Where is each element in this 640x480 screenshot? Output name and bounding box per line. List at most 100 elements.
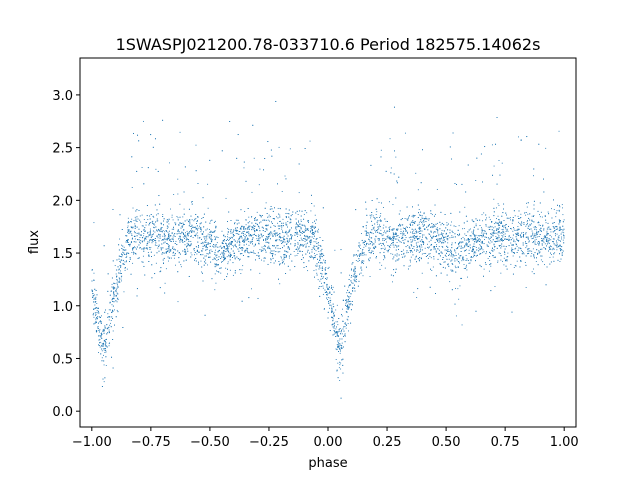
data-point (541, 231, 542, 232)
data-point (430, 268, 431, 270)
data-point (376, 217, 378, 218)
data-point (336, 344, 338, 345)
data-point (533, 234, 535, 236)
data-point (239, 244, 241, 246)
data-point (556, 246, 558, 248)
data-point (96, 318, 98, 320)
data-point (386, 236, 388, 238)
data-point (441, 246, 443, 247)
data-point (382, 238, 384, 240)
data-point (544, 215, 546, 217)
data-point (281, 222, 283, 224)
data-point (520, 217, 522, 218)
data-point (418, 221, 420, 223)
data-point (302, 245, 304, 247)
data-point (384, 255, 385, 257)
data-point (258, 236, 260, 238)
data-point (350, 280, 352, 282)
data-point (206, 255, 207, 257)
data-point (262, 248, 264, 250)
data-point (109, 294, 111, 296)
data-point (380, 149, 382, 151)
data-point (127, 239, 129, 241)
data-point (383, 259, 385, 261)
data-point (250, 234, 252, 236)
data-point (332, 286, 334, 288)
data-point (153, 254, 155, 256)
data-point (451, 158, 453, 160)
data-point (122, 263, 124, 265)
data-point (201, 250, 203, 252)
data-point (174, 254, 176, 256)
data-point (559, 261, 561, 262)
data-point (372, 250, 374, 252)
data-point (296, 222, 297, 224)
data-point (537, 222, 539, 224)
data-point (450, 255, 452, 257)
data-point (373, 217, 375, 218)
data-point (126, 235, 128, 237)
data-point (213, 231, 215, 233)
data-point (425, 237, 427, 239)
data-point (433, 256, 435, 258)
data-point (411, 232, 413, 234)
data-point (530, 223, 532, 225)
data-point (179, 131, 181, 133)
data-point (130, 243, 131, 245)
data-point (274, 232, 276, 234)
data-point (286, 251, 287, 253)
data-point (368, 234, 370, 236)
data-point (136, 216, 138, 218)
data-point (206, 236, 208, 238)
data-point (337, 341, 339, 343)
data-point (456, 183, 457, 185)
data-point (173, 248, 174, 250)
data-point (230, 256, 231, 257)
data-point (275, 216, 277, 218)
data-point (169, 240, 171, 241)
data-point (278, 261, 280, 262)
data-point (295, 223, 297, 225)
data-point (350, 284, 351, 286)
data-point (103, 340, 105, 342)
data-point (414, 221, 416, 222)
data-point (486, 251, 487, 253)
data-point (170, 208, 171, 210)
data-point (561, 207, 563, 209)
data-point (354, 280, 356, 282)
data-point (449, 237, 451, 239)
data-point (522, 235, 524, 237)
data-point (468, 240, 470, 242)
data-point (540, 259, 542, 261)
data-point (128, 232, 130, 234)
data-point (420, 244, 422, 246)
data-point (405, 237, 407, 239)
data-point (430, 239, 432, 241)
data-point (504, 238, 506, 240)
data-point (207, 243, 209, 245)
data-point (169, 250, 171, 252)
data-point (478, 247, 480, 249)
data-point (335, 359, 337, 360)
data-point (190, 252, 192, 254)
data-point (349, 274, 351, 276)
data-point (168, 236, 170, 237)
data-point (543, 236, 545, 238)
data-point (215, 226, 217, 228)
data-point (504, 233, 506, 235)
data-point (339, 349, 341, 351)
data-point (130, 231, 131, 233)
data-point (428, 223, 430, 225)
data-point (322, 240, 324, 241)
data-point (247, 248, 249, 250)
data-point (379, 242, 381, 244)
data-point (501, 245, 503, 247)
data-point (336, 369, 338, 371)
data-point (323, 308, 325, 309)
data-point (161, 239, 163, 241)
data-point (104, 352, 106, 353)
data-point (250, 269, 252, 271)
data-point (383, 255, 385, 256)
data-point (341, 342, 343, 344)
data-point (331, 311, 333, 313)
